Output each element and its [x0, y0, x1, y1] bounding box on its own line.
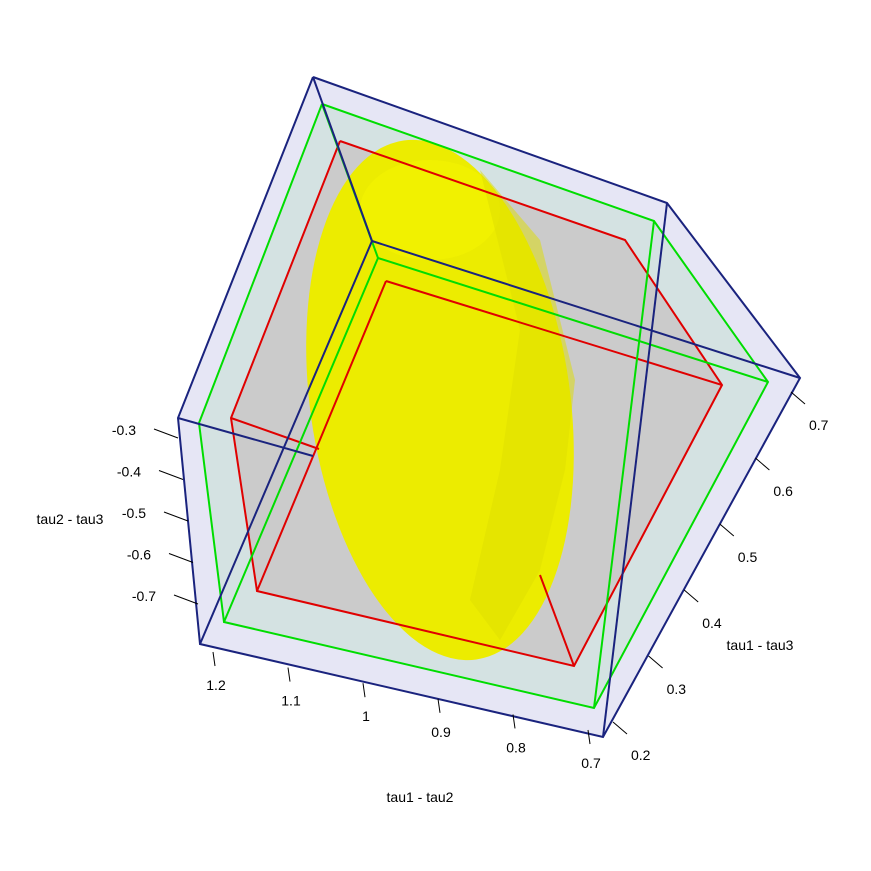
axis-z-tick [163, 511, 189, 522]
outer-box-edge [312, 76, 373, 242]
axis-y-tick [648, 655, 663, 669]
axis-z-tick [168, 553, 194, 563]
axis-x-tick [587, 729, 591, 745]
axis-y-tick-label: 0.3 [667, 681, 687, 697]
axis-y-tick [755, 457, 770, 471]
axis-z: -0.3 -0.4 -0.5 -0.6 -0.7 [112, 422, 199, 605]
axis-y-tick [683, 589, 699, 603]
axis-z-tick-label: -0.4 [117, 464, 141, 480]
inner-box-edge [385, 280, 723, 386]
axis-x-tick-label: 0.9 [431, 724, 451, 740]
axis-x-tick [212, 651, 216, 667]
axis-x-tick-label: 0.8 [506, 739, 526, 755]
axis-y-label: tau1 - tau3 [727, 637, 794, 653]
axis-x-tick-label: 1.2 [206, 677, 226, 693]
outer-box-edge [602, 202, 668, 738]
middle-box-edge [593, 220, 655, 709]
axis-z-tick [153, 428, 179, 439]
outer-box [176, 76, 802, 739]
axis-z-tick-label: -0.5 [122, 505, 146, 521]
inner-box-edge [539, 574, 575, 667]
ellipsoid-highlight [360, 160, 500, 260]
outer-box-edge [199, 240, 373, 645]
axis-y-tick-label: 0.4 [702, 615, 722, 631]
axis-x-tick [362, 683, 366, 698]
axis-x-tick [512, 714, 516, 729]
axis-x-tick-label: 1 [362, 708, 370, 724]
middle-box-edge [223, 257, 379, 623]
middle-box-edge [377, 257, 769, 383]
axis-y-tick-label: 0.6 [773, 483, 793, 499]
axis-y-tick-label: 0.7 [809, 417, 829, 433]
axis-y-tick [612, 721, 628, 735]
axis-z-label: tau2 - tau3 [37, 511, 104, 527]
outer-box-edge [371, 240, 801, 379]
inner-box-edge [256, 280, 387, 592]
inner-box [229, 140, 724, 668]
axis-z-tick [158, 470, 184, 480]
axis-y-tick-label: 0.2 [631, 747, 651, 763]
axis-y-tick-label: 0.5 [738, 549, 758, 565]
axis-y: 0.2 0.3 0.4 0.5 0.6 0.7 [612, 391, 829, 763]
ellipsoid-shade [470, 170, 575, 640]
axis-z-tick-label: -0.6 [127, 547, 151, 563]
axis-z-tick [173, 594, 199, 605]
axis-z-tick-label: -0.7 [132, 588, 156, 604]
axis-y-tick [790, 391, 806, 405]
inner-box-edge [230, 417, 320, 450]
axis-x-tick [287, 667, 291, 682]
outer-box-edge [177, 417, 314, 457]
axis-x-label: tau1 - tau2 [387, 789, 454, 805]
axis-x-tick-label: 1.1 [281, 693, 301, 709]
axis-x: 1.2 1.1 1 0.9 0.8 0.7 [206, 651, 601, 771]
axis-x-tick-label: 0.7 [581, 755, 601, 771]
axis-x-tick [437, 698, 441, 713]
axis-y-tick [719, 523, 735, 537]
axis-z-tick-label: -0.3 [112, 422, 136, 438]
